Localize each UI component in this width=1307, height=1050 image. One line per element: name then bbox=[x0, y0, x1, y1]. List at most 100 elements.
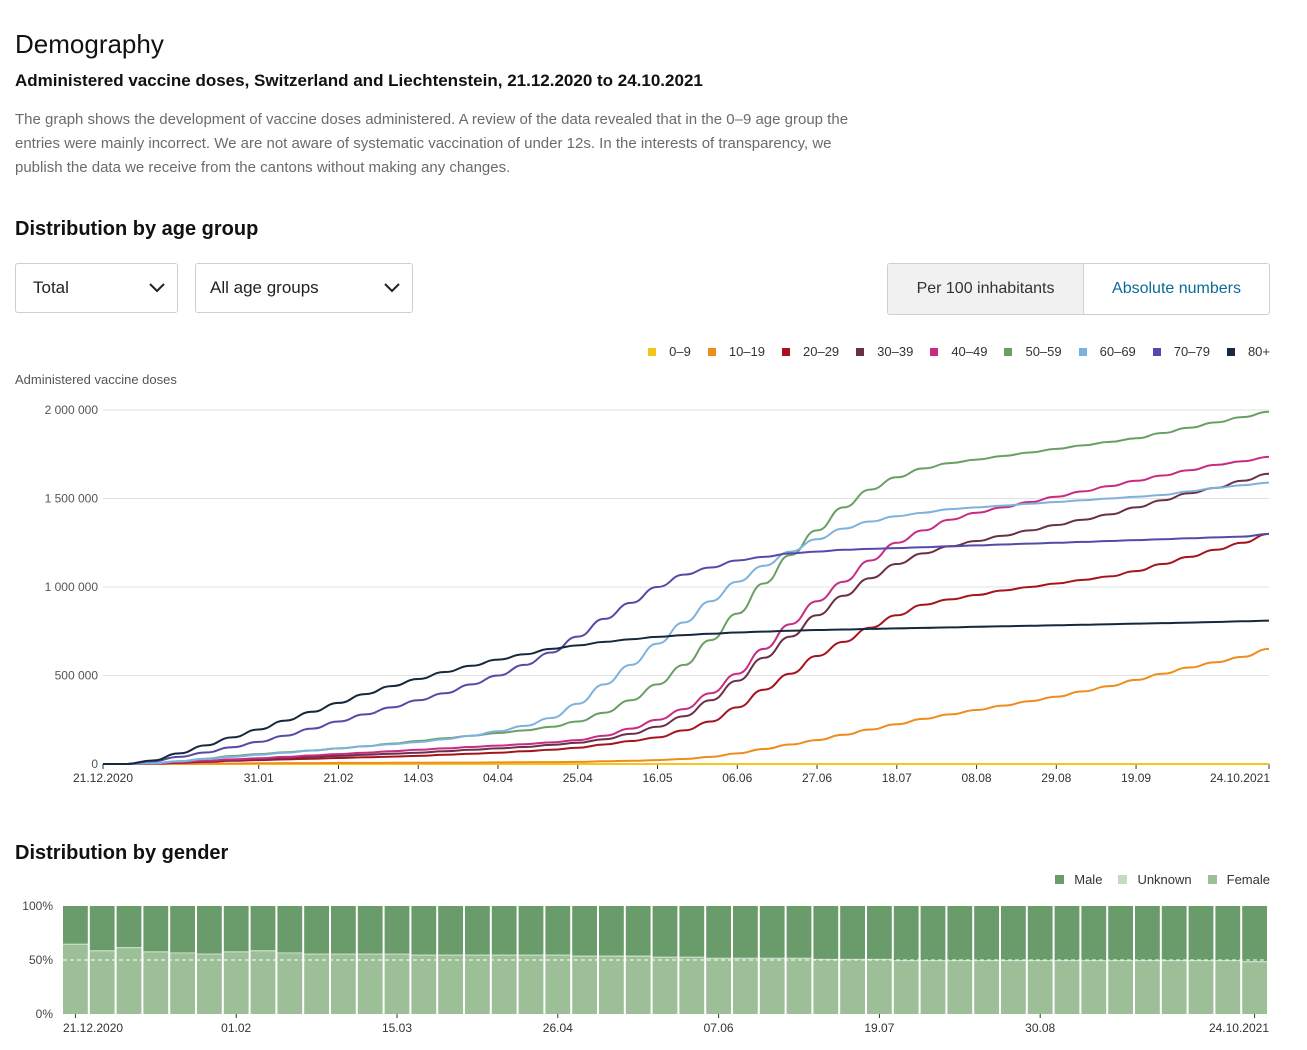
bar-segment-male bbox=[518, 906, 544, 955]
legend-item-male[interactable]: Male bbox=[1055, 872, 1102, 887]
series-line-20-29[interactable] bbox=[103, 532, 1270, 765]
bar-segment-unknown bbox=[143, 951, 169, 953]
gender-bar[interactable] bbox=[947, 906, 973, 1014]
gender-bar[interactable] bbox=[920, 906, 946, 1014]
absolute-numbers-option[interactable]: Absolute numbers bbox=[1112, 280, 1241, 297]
series-line-30-39[interactable] bbox=[103, 472, 1270, 765]
gender-bar[interactable] bbox=[331, 906, 356, 1014]
series-line-60-69[interactable] bbox=[103, 481, 1270, 765]
x-tick-label: 30.08 bbox=[1025, 1021, 1055, 1035]
gender-bar[interactable] bbox=[357, 906, 383, 1014]
series-line-40-49[interactable] bbox=[103, 455, 1270, 765]
x-tick-label: 15.03 bbox=[382, 1021, 412, 1035]
gender-bar[interactable] bbox=[197, 906, 222, 1014]
bar-segment-female bbox=[197, 954, 222, 1014]
legend-label: 20–29 bbox=[803, 344, 840, 359]
gender-bar[interactable] bbox=[599, 906, 624, 1014]
bar-segment-female bbox=[759, 958, 785, 1014]
gender-bar[interactable] bbox=[652, 906, 678, 1014]
gender-bar[interactable] bbox=[465, 906, 490, 1014]
age-group-select[interactable]: All age groups bbox=[195, 263, 413, 313]
gender-bar[interactable] bbox=[1108, 906, 1133, 1014]
gender-bar[interactable] bbox=[63, 906, 88, 1014]
gender-bar[interactable] bbox=[411, 906, 437, 1014]
gender-bar[interactable] bbox=[223, 906, 249, 1014]
gender-bar[interactable] bbox=[867, 906, 892, 1014]
bar-segment-male bbox=[545, 906, 571, 955]
unit-toggle[interactable]: Per 100 inhabitants Absolute numbers bbox=[887, 263, 1270, 315]
bar-segment-male bbox=[706, 906, 731, 958]
series-line-70-79[interactable] bbox=[103, 532, 1270, 765]
gender-bar[interactable] bbox=[759, 906, 785, 1014]
gender-bar[interactable] bbox=[813, 906, 839, 1014]
gender-bar[interactable] bbox=[786, 906, 812, 1014]
legend-item-20-29[interactable]: 20–29 bbox=[782, 344, 839, 359]
gender-bar[interactable] bbox=[1135, 906, 1160, 1014]
legend-item-60-69[interactable]: 60–69 bbox=[1078, 344, 1136, 359]
gender-bar[interactable] bbox=[733, 906, 758, 1014]
gender-bar[interactable] bbox=[706, 906, 731, 1014]
gender-bar[interactable] bbox=[1188, 906, 1214, 1014]
gender-bar[interactable] bbox=[277, 906, 303, 1014]
gender-bar[interactable] bbox=[250, 906, 276, 1014]
gender-bar[interactable] bbox=[1001, 906, 1026, 1014]
gender-bar[interactable] bbox=[518, 906, 544, 1014]
gender-bar[interactable] bbox=[679, 906, 705, 1014]
gender-bar[interactable] bbox=[1161, 906, 1187, 1014]
bar-segment-male bbox=[491, 906, 517, 955]
legend-item-unknown[interactable]: Unknown bbox=[1118, 872, 1192, 887]
bar-segment-unknown bbox=[1242, 961, 1267, 963]
bar-segment-male bbox=[1001, 906, 1026, 960]
bar-segment-unknown bbox=[411, 954, 437, 956]
gender-bar[interactable] bbox=[89, 906, 115, 1014]
bar-segment-unknown bbox=[679, 956, 705, 958]
gender-bar[interactable] bbox=[491, 906, 517, 1014]
gender-bar[interactable] bbox=[1242, 906, 1267, 1014]
gender-bar[interactable] bbox=[304, 906, 329, 1014]
gender-bar[interactable] bbox=[572, 906, 597, 1014]
gender-bar[interactable] bbox=[893, 906, 919, 1014]
series-line-10-19[interactable] bbox=[103, 647, 1270, 765]
gender-bar[interactable] bbox=[545, 906, 571, 1014]
gender-legend: Male Unknown Female bbox=[1055, 872, 1270, 887]
bar-segment-female bbox=[357, 954, 383, 1014]
gender-bar[interactable] bbox=[974, 906, 999, 1014]
legend-item-70-79[interactable]: 70–79 bbox=[1152, 344, 1210, 359]
legend-item-10-19[interactable]: 10–19 bbox=[707, 344, 765, 359]
bar-segment-unknown bbox=[89, 950, 115, 952]
dose-type-select[interactable]: Total bbox=[15, 263, 178, 313]
gender-bar[interactable] bbox=[1215, 906, 1241, 1014]
bar-segment-female bbox=[1081, 961, 1107, 1014]
series-line-50-59[interactable] bbox=[103, 410, 1270, 765]
legend-item-female[interactable]: Female bbox=[1207, 872, 1270, 887]
legend-item-80plus[interactable]: 80+ bbox=[1226, 344, 1270, 359]
gender-bar[interactable] bbox=[1027, 906, 1053, 1014]
legend-item-40-49[interactable]: 40–49 bbox=[930, 344, 987, 359]
bar-segment-male bbox=[384, 906, 410, 954]
gender-bar[interactable] bbox=[143, 906, 169, 1014]
bar-segment-female bbox=[840, 960, 865, 1014]
gender-bar[interactable] bbox=[384, 906, 410, 1014]
legend-label: Unknown bbox=[1137, 872, 1192, 887]
bar-segment-unknown bbox=[223, 951, 249, 953]
bar-segment-female bbox=[974, 961, 999, 1014]
legend-item-50-59[interactable]: 50–59 bbox=[1004, 344, 1062, 359]
legend-item-0-9[interactable]: 0–9 bbox=[648, 344, 691, 359]
series-line-80plus[interactable] bbox=[103, 619, 1270, 765]
gender-bar[interactable] bbox=[438, 906, 463, 1014]
bar-segment-male bbox=[813, 906, 839, 959]
gender-bar[interactable] bbox=[840, 906, 865, 1014]
gender-bar[interactable] bbox=[170, 906, 195, 1014]
gender-bar[interactable] bbox=[116, 906, 142, 1014]
bar-segment-male bbox=[867, 906, 892, 959]
gender-bar[interactable] bbox=[1054, 906, 1080, 1014]
gender-bar[interactable] bbox=[625, 906, 651, 1014]
bar-segment-unknown bbox=[786, 957, 812, 959]
x-tick-label: 31.01 bbox=[244, 771, 274, 785]
gender-bar[interactable] bbox=[1081, 906, 1107, 1014]
bar-segment-male bbox=[759, 906, 785, 958]
bar-segment-male bbox=[1215, 906, 1241, 960]
bar-segment-male bbox=[465, 906, 490, 955]
legend-item-30-39[interactable]: 30–39 bbox=[856, 344, 913, 359]
per-100-inhabitants-option[interactable]: Per 100 inhabitants bbox=[888, 264, 1084, 314]
